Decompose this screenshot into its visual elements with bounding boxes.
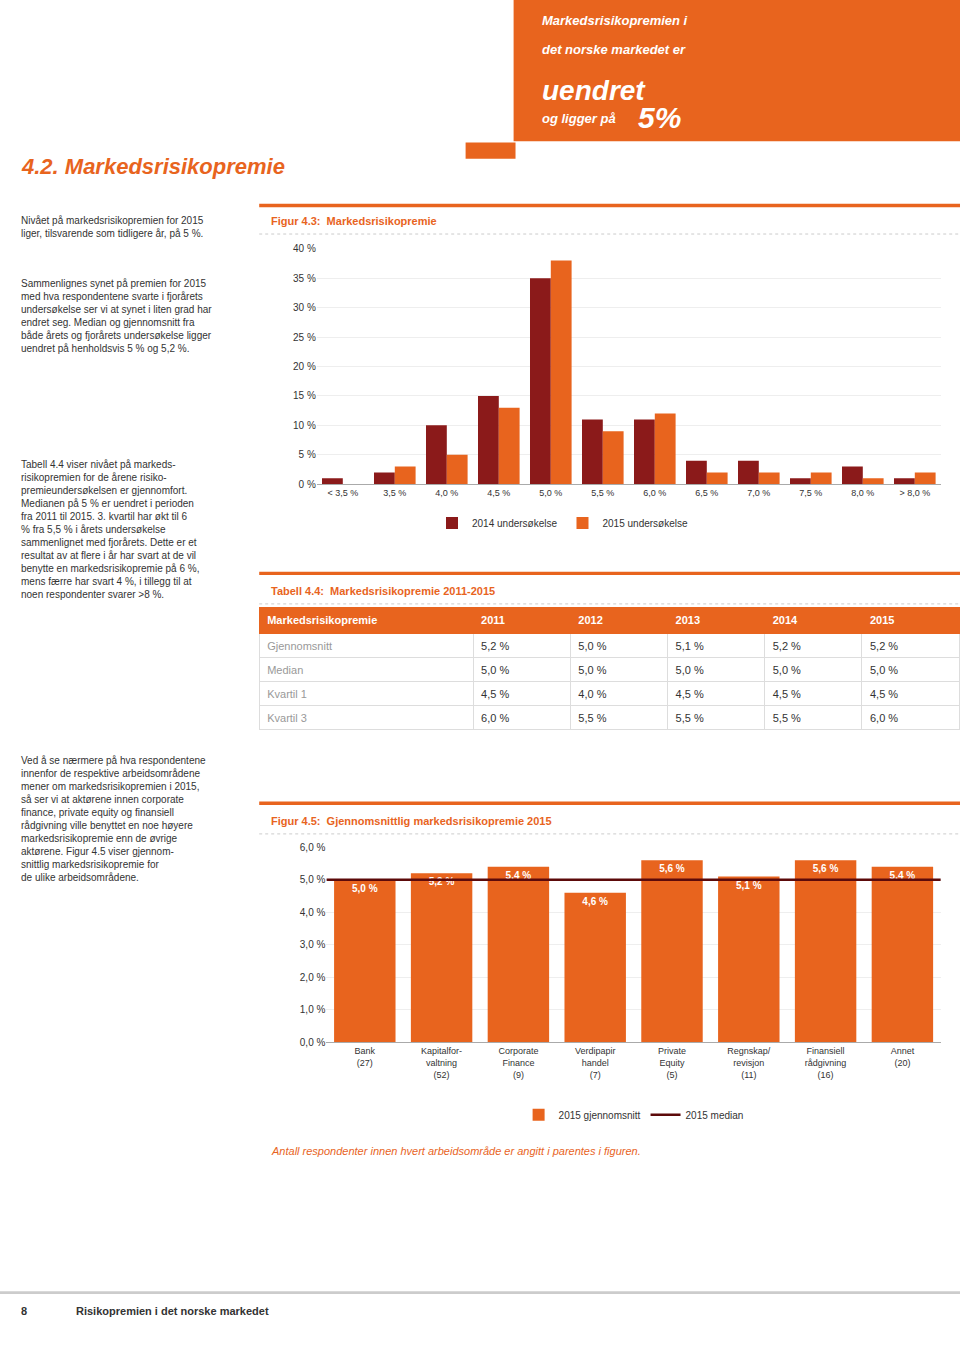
svg-text:5,4 %: 5,4 % bbox=[890, 870, 916, 881]
svg-text:5,5 %: 5,5 % bbox=[591, 488, 614, 498]
svg-text:2014: 2014 bbox=[773, 614, 798, 626]
svg-text:4,0 %: 4,0 % bbox=[578, 688, 606, 700]
svg-text:6,0 %: 6,0 % bbox=[300, 842, 326, 853]
svg-text:6,0 %: 6,0 % bbox=[481, 712, 509, 724]
svg-text:40 %: 40 % bbox=[293, 243, 316, 254]
svg-text:4,5 %: 4,5 % bbox=[773, 688, 801, 700]
svg-text:4,5 %: 4,5 % bbox=[870, 688, 898, 700]
svg-text:5%: 5% bbox=[638, 101, 681, 134]
svg-text:det norske markedet er: det norske markedet er bbox=[542, 42, 686, 57]
svg-text:5,6 %: 5,6 % bbox=[813, 863, 839, 874]
svg-text:Markedsrisikopremie: Markedsrisikopremie bbox=[267, 614, 377, 626]
svg-text:5,2 %: 5,2 % bbox=[773, 640, 801, 652]
svg-text:2014 undersøkelse: 2014 undersøkelse bbox=[472, 518, 557, 529]
svg-text:5,0 %: 5,0 % bbox=[578, 640, 606, 652]
svg-text:4,5 %: 4,5 % bbox=[481, 688, 509, 700]
svg-text:5,5 %: 5,5 % bbox=[676, 712, 704, 724]
svg-text:3,5 %: 3,5 % bbox=[383, 488, 406, 498]
svg-text:og ligger på: og ligger på bbox=[542, 111, 619, 126]
svg-text:Annet(20): Annet(20) bbox=[891, 1046, 915, 1068]
svg-text:Finansiellrådgivning(16): Finansiellrådgivning(16) bbox=[805, 1046, 847, 1079]
svg-text:Tabell 4.4: Markedsrisikoprem: Tabell 4.4: Markedsrisikopremie 2011-201… bbox=[271, 585, 495, 597]
svg-text:8: 8 bbox=[21, 1305, 27, 1317]
svg-text:7,0 %: 7,0 % bbox=[747, 488, 770, 498]
svg-text:6,0 %: 6,0 % bbox=[643, 488, 666, 498]
svg-text:4,5 %: 4,5 % bbox=[487, 488, 510, 498]
svg-text:10 %: 10 % bbox=[293, 420, 316, 431]
svg-text:Kvartil 1: Kvartil 1 bbox=[267, 688, 307, 700]
svg-text:8,0 %: 8,0 % bbox=[851, 488, 874, 498]
svg-text:5,0 %: 5,0 % bbox=[578, 664, 606, 676]
svg-text:2011: 2011 bbox=[481, 614, 505, 626]
svg-text:2012: 2012 bbox=[578, 614, 602, 626]
svg-text:2015 median: 2015 median bbox=[686, 1110, 744, 1121]
svg-text:PrivateEquity(5): PrivateEquity(5) bbox=[658, 1046, 686, 1079]
svg-text:5,0 %: 5,0 % bbox=[773, 664, 801, 676]
svg-text:15 %: 15 % bbox=[293, 390, 316, 401]
svg-text:Risikopremien i det norske mar: Risikopremien i det norske markedet bbox=[76, 1305, 269, 1317]
svg-text:5,0 %: 5,0 % bbox=[300, 874, 326, 885]
svg-text:5,1 %: 5,1 % bbox=[676, 640, 704, 652]
svg-text:5,0 %: 5,0 % bbox=[352, 883, 378, 894]
svg-text:Kapitalfor-valtning(52): Kapitalfor-valtning(52) bbox=[421, 1046, 462, 1079]
svg-text:Ved å se nærmere på hva respon: Ved å se nærmere på hva respondenteneinn… bbox=[21, 755, 206, 883]
svg-text:2015 gjennomsnitt: 2015 gjennomsnitt bbox=[559, 1110, 641, 1121]
svg-text:4,0 %: 4,0 % bbox=[300, 907, 326, 918]
svg-text:5,2 %: 5,2 % bbox=[870, 640, 898, 652]
svg-text:4.2. Markedsrisikopremie: 4.2. Markedsrisikopremie bbox=[21, 154, 285, 179]
svg-text:Sammenlignes synet på premien: Sammenlignes synet på premien for 2015me… bbox=[21, 278, 212, 354]
svg-text:5,5 %: 5,5 % bbox=[578, 712, 606, 724]
svg-text:5,2 %: 5,2 % bbox=[429, 876, 455, 887]
svg-text:Gjennomsnitt: Gjennomsnitt bbox=[267, 640, 332, 652]
svg-text:4,6 %: 4,6 % bbox=[582, 896, 608, 907]
svg-text:Nivået på markedsrisikopremien: Nivået på markedsrisikopremien for 2015l… bbox=[21, 215, 204, 239]
svg-text:35 %: 35 % bbox=[293, 273, 316, 284]
svg-text:Antall respondenter innen hver: Antall respondenter innen hvert arbeidso… bbox=[271, 1145, 641, 1157]
svg-text:5,0 %: 5,0 % bbox=[870, 664, 898, 676]
svg-text:5,1 %: 5,1 % bbox=[736, 880, 762, 891]
svg-text:4,5 %: 4,5 % bbox=[676, 688, 704, 700]
svg-text:20 %: 20 % bbox=[293, 361, 316, 372]
svg-text:uendret: uendret bbox=[542, 75, 646, 106]
svg-text:CorporateFinance(9): CorporateFinance(9) bbox=[498, 1046, 538, 1079]
svg-text:5 %: 5 % bbox=[299, 449, 316, 460]
svg-text:3,0 %: 3,0 % bbox=[300, 939, 326, 950]
svg-text:> 8,0 %: > 8,0 % bbox=[899, 488, 930, 498]
svg-text:Median: Median bbox=[267, 664, 303, 676]
svg-text:Markedsrisikopremien i: Markedsrisikopremien i bbox=[542, 13, 688, 28]
svg-text:Verdipapirhandel(7): Verdipapirhandel(7) bbox=[575, 1046, 616, 1079]
svg-text:5,5 %: 5,5 % bbox=[773, 712, 801, 724]
svg-text:< 3,5 %: < 3,5 % bbox=[327, 488, 358, 498]
svg-text:Bank(27): Bank(27) bbox=[355, 1046, 376, 1068]
svg-text:Kvartil 3: Kvartil 3 bbox=[267, 712, 307, 724]
svg-text:2015 undersøkelse: 2015 undersøkelse bbox=[602, 518, 687, 529]
svg-text:Regnskap/revisjon(11): Regnskap/revisjon(11) bbox=[727, 1046, 771, 1079]
svg-text:0 %: 0 % bbox=[299, 479, 316, 490]
svg-text:7,5 %: 7,5 % bbox=[799, 488, 822, 498]
svg-text:5,0 %: 5,0 % bbox=[539, 488, 562, 498]
svg-text:5,4 %: 5,4 % bbox=[506, 870, 532, 881]
svg-text:2015: 2015 bbox=[870, 614, 894, 626]
svg-text:Tabell 4.4 viser nivået på mar: Tabell 4.4 viser nivået på markeds-risik… bbox=[21, 459, 199, 600]
svg-text:5,2 %: 5,2 % bbox=[481, 640, 509, 652]
svg-text:5,0 %: 5,0 % bbox=[481, 664, 509, 676]
svg-text:6,0 %: 6,0 % bbox=[870, 712, 898, 724]
svg-text:1,0 %: 1,0 % bbox=[300, 1004, 326, 1015]
svg-text:2013: 2013 bbox=[676, 614, 700, 626]
svg-text:0,0 %: 0,0 % bbox=[300, 1037, 326, 1048]
svg-text:2,0 %: 2,0 % bbox=[300, 972, 326, 983]
svg-text:5,0 %: 5,0 % bbox=[676, 664, 704, 676]
svg-text:Figur 4.5: Gjennomsnittlig ma: Figur 4.5: Gjennomsnittlig markedsrisiko… bbox=[271, 815, 552, 827]
svg-text:Figur 4.3: Markedsrisikopremi: Figur 4.3: Markedsrisikopremie bbox=[271, 215, 437, 227]
svg-text:5,6 %: 5,6 % bbox=[659, 863, 685, 874]
svg-text:6,5 %: 6,5 % bbox=[695, 488, 718, 498]
svg-text:25 %: 25 % bbox=[293, 332, 316, 343]
svg-text:30 %: 30 % bbox=[293, 302, 316, 313]
svg-text:4,0 %: 4,0 % bbox=[435, 488, 458, 498]
